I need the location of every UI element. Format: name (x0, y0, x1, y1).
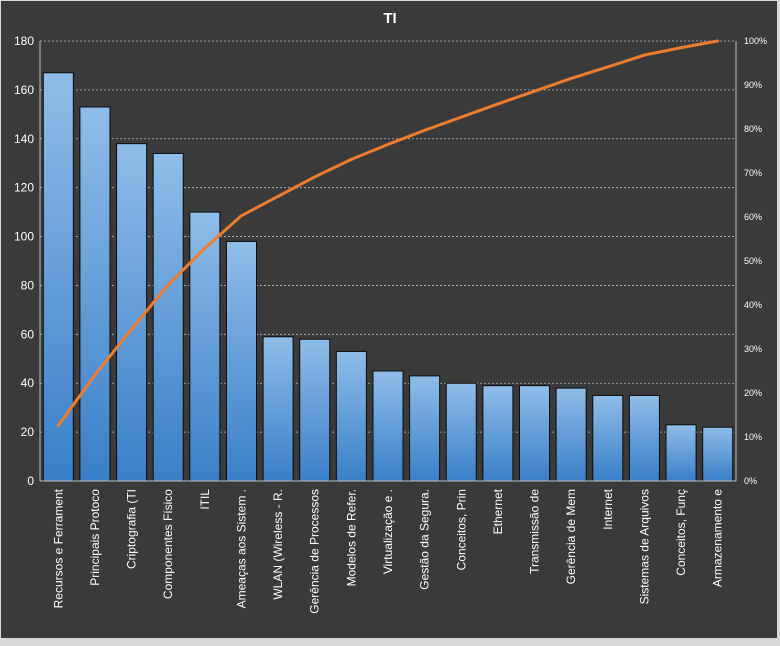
right-tick-label: 80% (744, 124, 762, 134)
axes (39, 41, 737, 482)
bar (628, 394, 660, 482)
left-axis-ticks: 0 20 40 60 80 100 120 140 160 180 (14, 34, 34, 488)
cumulative-line-layer (56, 39, 720, 428)
bar (79, 106, 111, 482)
bar (225, 240, 257, 482)
bar (482, 385, 514, 482)
left-tick-label: 140 (14, 132, 34, 146)
bar (445, 382, 477, 482)
category-label: Virtualização e . (381, 489, 395, 574)
category-label: Conceitos, Funç (674, 489, 688, 576)
left-tick-label: 40 (21, 376, 35, 390)
bar (189, 211, 221, 482)
bar (702, 426, 734, 482)
bar (335, 350, 367, 482)
cumulative-line (56, 39, 720, 428)
right-tick-label: 10% (744, 432, 762, 442)
left-tick-label: 80 (21, 278, 35, 292)
right-tick-label: 50% (744, 256, 762, 266)
right-tick-label: 20% (744, 388, 762, 398)
category-label: Internet (601, 488, 615, 529)
category-labels: Recursos e Ferrament Principais Protoco Cr… (51, 488, 724, 613)
category-label: ITIL (198, 489, 212, 510)
category-label: Armazenamento e (711, 489, 725, 587)
category-label: Gestão da Segura. (418, 489, 432, 590)
right-tick-label: 40% (744, 300, 762, 310)
category-label: Modelos de Refer. (344, 489, 358, 586)
bars (42, 72, 734, 482)
bar (665, 424, 697, 482)
category-label: Conceitos, Prin (454, 489, 468, 570)
chart-title: TI (383, 10, 396, 27)
bar (299, 338, 331, 482)
left-tick-label: 20 (21, 425, 35, 439)
category-label: Componentes Físico (161, 489, 175, 599)
bar (152, 152, 184, 482)
left-tick-label: 100 (14, 230, 34, 244)
left-tick-label: 160 (14, 83, 34, 97)
right-tick-label: 100% (744, 36, 767, 46)
bar (116, 143, 148, 482)
category-label: Transmissão de (528, 489, 542, 574)
category-label: Criptografia (TI (125, 489, 139, 569)
right-tick-label: 30% (744, 344, 762, 354)
category-label: Gerência de Mem (564, 489, 578, 584)
left-tick-label: 180 (14, 34, 34, 48)
category-label: Ethernet (491, 488, 505, 534)
bar (519, 385, 551, 482)
right-tick-label: 0% (744, 476, 757, 486)
category-label: Gerência de Processos (308, 489, 322, 614)
category-label: WLAN (Wireless - R. (271, 489, 285, 600)
left-tick-label: 60 (21, 327, 35, 341)
category-label: Sistemas de Arquivos (637, 489, 651, 604)
category-label: Ameaças aos Sistem . (234, 489, 248, 608)
right-tick-label: 70% (744, 168, 762, 178)
bar (409, 375, 441, 482)
right-axis-ticks: 0% 10% 20% 30% 40% 50% 60% 70% 80% 90% 100% (744, 36, 767, 486)
right-tick-label: 90% (744, 80, 762, 90)
left-tick-label: 0 (27, 474, 34, 488)
right-tick-label: 60% (744, 212, 762, 222)
bar (372, 370, 404, 482)
bar (262, 336, 294, 482)
left-tick-label: 120 (14, 181, 34, 195)
category-label: Principais Protoco (88, 489, 102, 586)
bar (592, 394, 624, 482)
bar (42, 72, 74, 482)
bar (555, 387, 587, 482)
category-label: Recursos e Ferrament (51, 488, 65, 608)
